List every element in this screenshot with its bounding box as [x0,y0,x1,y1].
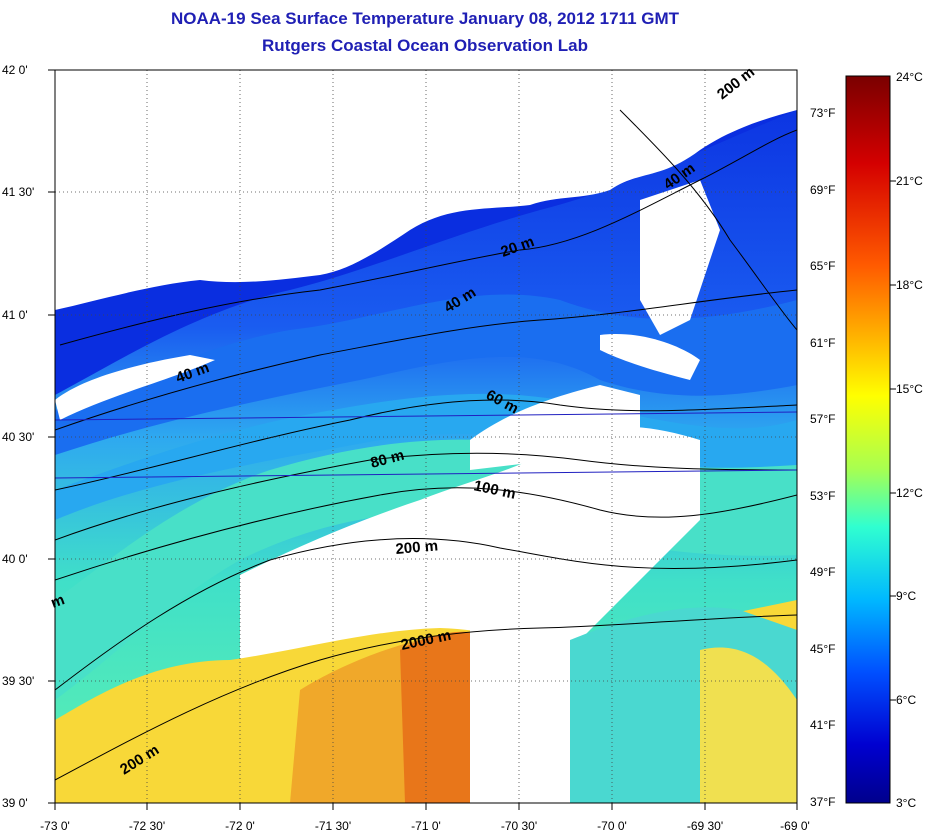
fahrenheit-label: 57°F [810,412,835,426]
cloud-mask-2 [470,385,640,470]
lon-label: -71 30' [315,819,351,833]
contour-80m [55,452,797,541]
fahrenheit-label: 53°F [810,489,835,503]
fahrenheit-label: 41°F [810,718,835,732]
latitude-labels: 42 0' 41 30' 41 0' 40 30' 40 0' 39 30' 3… [2,63,34,810]
lat-label: 39 30' [2,674,34,688]
colorbar-ticks [890,180,896,701]
celsius-label: 15°C [896,382,923,396]
contour-label: 200 m [395,537,439,558]
cloud-strip [470,610,570,803]
contour-label: m [49,591,67,612]
frame-ticks [48,69,798,810]
fahrenheit-label: 49°F [810,565,835,579]
celsius-label: 21°C [896,174,923,188]
lon-label: -69 0' [780,819,810,833]
contour-40m [55,289,797,431]
lon-label: -73 0' [40,819,70,833]
lat-label: 42 0' [2,63,28,77]
celsius-label: 12°C [896,486,923,500]
contour-60m [55,399,797,491]
fahrenheit-label: 73°F [810,106,835,120]
celsius-label: 3°C [896,796,916,810]
colorbar: 24°C 21°C 18°C 15°C 12°C 9°C 6°C 3°C [845,70,923,810]
fahrenheit-label: 65°F [810,259,835,273]
contour-200m [55,538,797,691]
land-long-island [55,355,215,420]
contour-100m [55,487,797,581]
lat-label: 40 30' [2,430,34,444]
lat-label: 40 0' [2,552,28,566]
map-title: NOAA-19 Sea Surface Temperature January … [170,9,680,28]
celsius-label: 24°C [896,70,923,84]
transect-line-1 [55,411,797,421]
map-subtitle: Rutgers Coastal Ocean Observation Lab [262,36,588,55]
land-nantucket [600,334,700,380]
lon-label: -71 0' [411,819,441,833]
lat-label: 39 0' [2,796,28,810]
celsius-label: 18°C [896,278,923,292]
celsius-label: 6°C [896,693,916,707]
contour-200m-north [619,109,797,331]
celsius-label: 9°C [896,589,916,603]
fahrenheit-label: 37°F [810,795,835,809]
fahrenheit-label: 61°F [810,336,835,350]
cloud-mask [240,426,700,700]
land-cape-cod [640,180,720,335]
lon-label: -69 30' [687,819,723,833]
lon-label: -70 30' [501,819,537,833]
hot-core-water [400,631,475,803]
lon-label: -70 0' [597,819,627,833]
lon-label: -72 0' [225,819,255,833]
lon-label: -72 30' [129,819,165,833]
lat-label: 41 0' [2,308,28,322]
sst-field [55,70,797,803]
colorbar-scale [845,75,891,804]
eastern-warm-water [700,647,797,803]
contour-2000m [55,614,797,781]
contour-20m [59,129,797,346]
fahrenheit-labels: 73°F 69°F 65°F 61°F 57°F 53°F 49°F 45°F … [810,106,835,809]
fahrenheit-label: 69°F [810,183,835,197]
fahrenheit-label: 45°F [810,642,835,656]
lat-label: 41 30' [2,185,34,199]
longitude-labels: -73 0' -72 30' -72 0' -71 30' -71 0' -70… [40,819,810,833]
